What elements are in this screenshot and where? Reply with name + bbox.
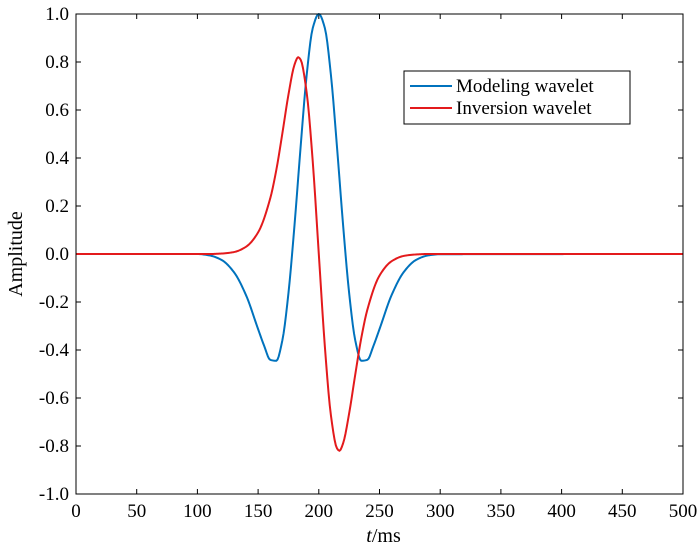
- x-tick-label: 0: [71, 501, 81, 522]
- x-axis-label: t/ms: [366, 525, 401, 547]
- x-tick-label: 50: [127, 501, 146, 522]
- y-tick-label: 1.0: [45, 4, 69, 25]
- x-tick-label: 350: [487, 501, 516, 522]
- y-tick-label: -0.4: [39, 340, 70, 361]
- legend-box: [403, 70, 631, 125]
- y-tick-label: 0.2: [45, 196, 69, 217]
- y-tick-label: 0.6: [45, 100, 69, 121]
- y-tick-label: -0.2: [39, 292, 69, 313]
- x-tick-label: 500: [669, 501, 698, 522]
- legend-label-inversion-wavelet: Inversion wavelet: [456, 98, 592, 119]
- y-tick-label: 0.8: [45, 52, 69, 73]
- x-tick-label: 150: [244, 501, 273, 522]
- y-tick-label: -0.8: [39, 436, 69, 457]
- x-tick-label: 100: [183, 501, 212, 522]
- series-line-inversion-wavelet: [76, 56, 683, 452]
- legend: Modeling wavelet Inversion wavelet: [403, 70, 631, 125]
- x-tick-label: 300: [426, 501, 455, 522]
- series-layer: [76, 13, 683, 452]
- y-tick-label: -1.0: [39, 484, 69, 505]
- y-tick-label: 0.0: [45, 244, 69, 265]
- plot-frame: [75, 13, 684, 495]
- x-axis-label-unit: /ms: [372, 525, 401, 547]
- x-tick-label: 200: [305, 501, 334, 522]
- x-tick-label: 250: [365, 501, 394, 522]
- x-axis-label-variable: t: [366, 525, 372, 547]
- x-tick-label: 450: [608, 501, 637, 522]
- axis-tick-labels: 0 50 100 150 200 250 300 350 400 450 500 1.0 0.8 0.6 0…: [39, 4, 697, 522]
- legend-label-modeling-wavelet: Modeling wavelet: [456, 76, 594, 97]
- x-tick-label: 400: [547, 501, 576, 522]
- y-axis-label: Amplitude: [5, 211, 27, 297]
- series-line-modeling-wavelet: [76, 13, 683, 362]
- y-tick-label: -0.6: [39, 388, 69, 409]
- y-tick-label: 0.4: [45, 148, 69, 169]
